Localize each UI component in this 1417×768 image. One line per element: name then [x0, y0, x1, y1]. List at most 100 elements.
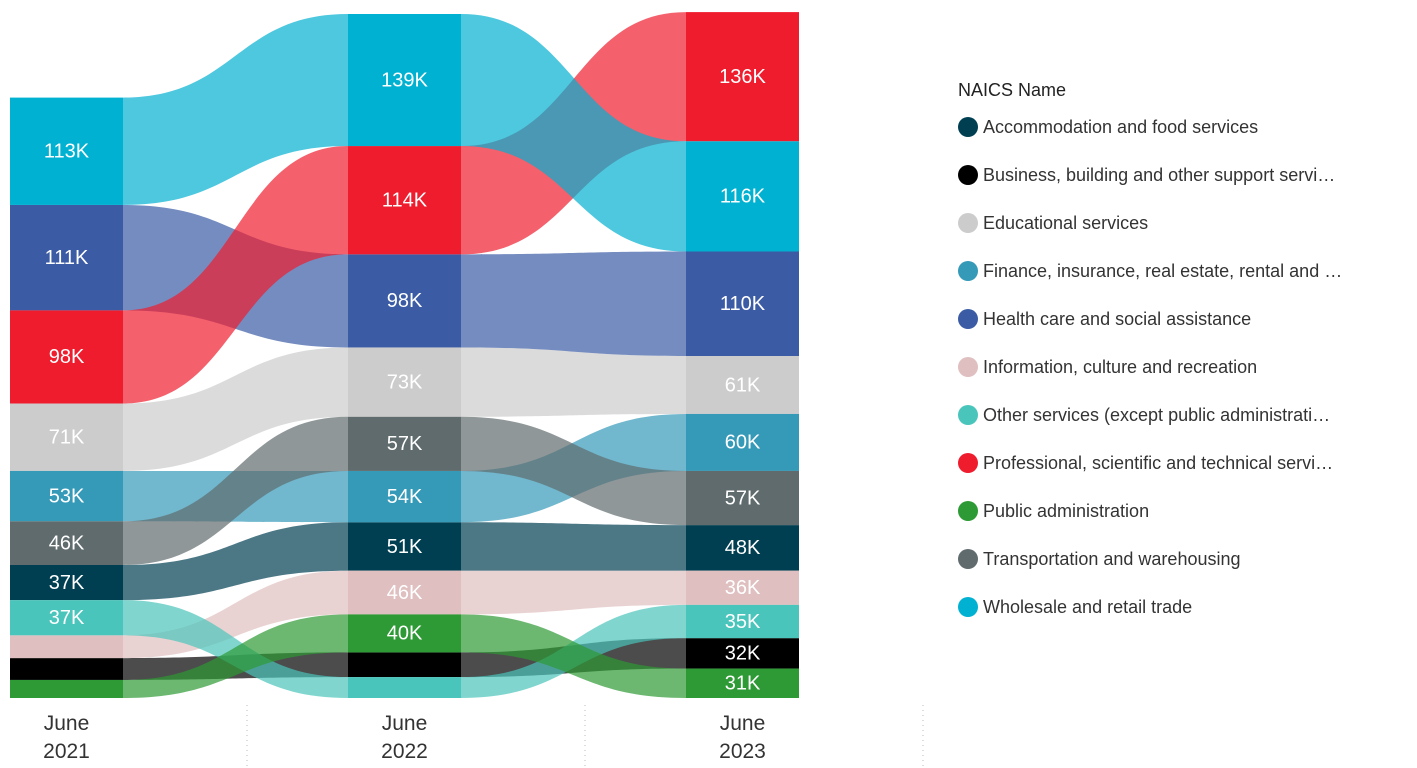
legend-marker [958, 501, 978, 521]
bars: 37K 51K 48K 32K 71K 73K 61K 53K 54K 60K 111K 98K 110… [10, 12, 799, 698]
bar-segment [10, 204, 123, 311]
bar-segment [348, 14, 461, 147]
legend-label: Wholesale and retail trade [983, 597, 1192, 617]
bar-segment [686, 668, 799, 698]
data-label: 114K [382, 189, 428, 211]
data-label: 32K [725, 643, 761, 665]
data-label: 110K [720, 293, 766, 315]
ribbon [461, 251, 686, 356]
legend-marker [958, 357, 978, 377]
data-label: 136K [719, 66, 766, 88]
data-label: 71K [49, 427, 85, 449]
data-label: 57K [387, 433, 423, 455]
data-label: 73K [387, 371, 423, 393]
data-label: 98K [387, 290, 423, 312]
legend-marker [958, 117, 978, 137]
legend-marker [958, 453, 978, 473]
ribbon [123, 614, 348, 698]
bar-segment [686, 413, 799, 471]
bar-segment [686, 570, 799, 605]
data-label: 57K [725, 487, 761, 509]
bar-segment [10, 565, 123, 601]
legend-label: Business, building and other support ser… [983, 165, 1335, 185]
x-tick-label: June 2022 [381, 712, 428, 763]
data-label: 54K [387, 486, 423, 508]
data-label: 31K [725, 673, 761, 695]
ribbon [461, 570, 686, 615]
data-label: 113K [44, 141, 90, 163]
bar-segment [686, 638, 799, 669]
data-label: 60K [725, 432, 761, 454]
ribbon [123, 347, 348, 471]
bar-segment [348, 677, 461, 698]
legend-marker [958, 405, 978, 425]
legend-marker [958, 261, 978, 281]
bar-segment [10, 470, 123, 522]
legend-label: Accommodation and food services [983, 117, 1258, 137]
bar-segment [686, 525, 799, 571]
ribbon [461, 14, 686, 252]
legend-label: Educational services [983, 213, 1148, 233]
legend-title: NAICS Name [958, 80, 1066, 100]
bar-segment [686, 251, 799, 356]
legend-label: Information, culture and recreation [983, 357, 1257, 377]
bar-segment [348, 522, 461, 571]
x-tick-label: June 2023 [719, 712, 766, 763]
legend-label: Transportation and warehousing [983, 549, 1241, 569]
data-label: 40K [387, 623, 423, 645]
data-label: 51K [387, 536, 423, 558]
bar-segment [348, 652, 461, 678]
legend-label: Finance, insurance, real estate, rental … [983, 261, 1342, 281]
ribbon [461, 614, 686, 698]
data-label: 46K [49, 532, 85, 554]
ribbon [123, 14, 348, 205]
legend-label: Health care and social assistance [983, 309, 1251, 329]
bar-segment [10, 679, 123, 698]
bar-segment [10, 658, 123, 680]
ribbon [123, 146, 348, 404]
data-label: 98K [49, 346, 85, 368]
bar-segment [10, 310, 123, 404]
legend-marker [958, 549, 978, 569]
bar-segment [10, 403, 123, 471]
data-label: 37K [49, 607, 85, 629]
bar-segment [686, 141, 799, 252]
data-label: 116K [720, 186, 766, 208]
bar-segment [686, 12, 799, 142]
legend-label: Public administration [983, 501, 1149, 521]
ribbons [123, 12, 686, 698]
data-label: 37K [49, 572, 85, 594]
bar-segment [348, 570, 461, 615]
data-label: 111K [45, 247, 89, 269]
separators [246, 705, 924, 768]
data-label: 139K [381, 69, 428, 91]
bar-segment [10, 521, 123, 565]
ribbon [461, 522, 686, 571]
ribbon [461, 416, 686, 526]
bar-segment [348, 614, 461, 653]
ribbon [461, 347, 686, 417]
data-label: 46K [387, 582, 423, 604]
data-label: 61K [725, 374, 761, 396]
bar-segment [348, 416, 461, 471]
bar-segment [10, 635, 123, 659]
ribbon [123, 522, 348, 601]
legend-label: Professional, scientific and technical s… [983, 453, 1333, 473]
bar-segment [10, 600, 123, 636]
bar-segment [10, 97, 123, 205]
legend-marker [958, 597, 978, 617]
bar-segment [348, 146, 461, 255]
legend-marker [958, 213, 978, 233]
bar-segment [686, 604, 799, 639]
data-label: 35K [725, 611, 761, 633]
x-tick-label: June 2021 [43, 712, 90, 763]
bar-segment [348, 470, 461, 523]
bar-segment [686, 356, 799, 414]
ribbon [123, 416, 348, 565]
data-label: 53K [49, 485, 85, 507]
bar-segment [348, 254, 461, 348]
legend-marker [958, 309, 978, 329]
data-label: 36K [725, 577, 761, 599]
